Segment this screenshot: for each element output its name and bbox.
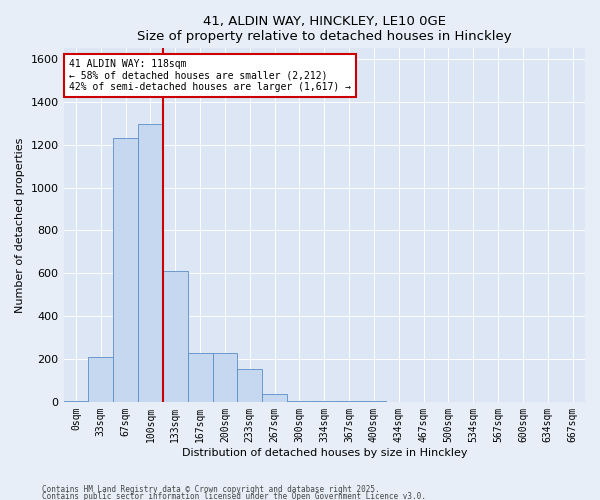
Bar bbox=[262, 394, 287, 402]
Bar bbox=[138, 124, 163, 402]
Bar bbox=[163, 271, 188, 402]
Bar bbox=[312, 401, 337, 402]
Bar bbox=[64, 401, 88, 402]
X-axis label: Distribution of detached houses by size in Hinckley: Distribution of detached houses by size … bbox=[182, 448, 467, 458]
Bar bbox=[188, 352, 212, 402]
Bar bbox=[362, 401, 386, 402]
Bar bbox=[212, 352, 238, 402]
Title: 41, ALDIN WAY, HINCKLEY, LE10 0GE
Size of property relative to detached houses i: 41, ALDIN WAY, HINCKLEY, LE10 0GE Size o… bbox=[137, 15, 512, 43]
Text: 41 ALDIN WAY: 118sqm
← 58% of detached houses are smaller (2,212)
42% of semi-de: 41 ALDIN WAY: 118sqm ← 58% of detached h… bbox=[69, 59, 351, 92]
Bar bbox=[88, 357, 113, 402]
Bar bbox=[337, 401, 362, 402]
Bar bbox=[113, 138, 138, 402]
Text: Contains HM Land Registry data © Crown copyright and database right 2025.: Contains HM Land Registry data © Crown c… bbox=[42, 486, 380, 494]
Text: Contains public sector information licensed under the Open Government Licence v3: Contains public sector information licen… bbox=[42, 492, 426, 500]
Bar bbox=[238, 368, 262, 402]
Y-axis label: Number of detached properties: Number of detached properties bbox=[15, 138, 25, 313]
Bar bbox=[287, 401, 312, 402]
